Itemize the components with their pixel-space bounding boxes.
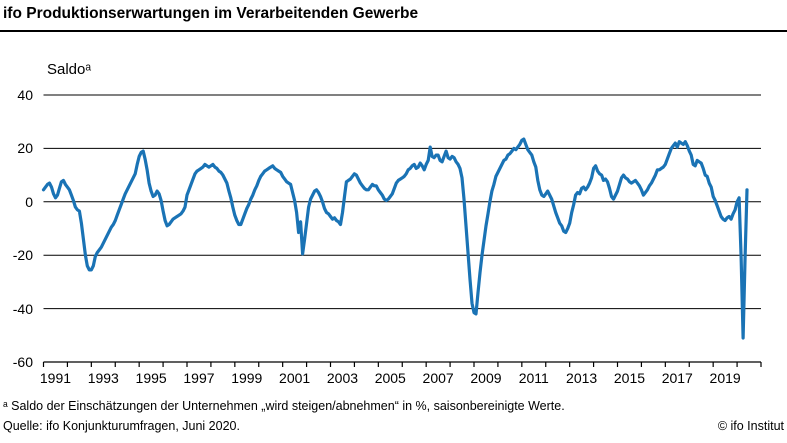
x-axis-label: 2011 (518, 370, 549, 386)
y-axis-label: 0 (25, 193, 33, 210)
x-axis-label: 2001 (279, 370, 311, 386)
footnote: ᵃ Saldo der Einschätzungen der Unternehm… (3, 399, 565, 413)
y-axis-label: -20 (12, 247, 33, 264)
x-axis-label: 2013 (566, 370, 598, 386)
y-axis-label: 20 (17, 140, 33, 157)
y-axis-label: -40 (12, 300, 33, 317)
x-axis-label: 1995 (135, 370, 167, 386)
x-axis-label: 2007 (422, 370, 454, 386)
x-axis-label: 2003 (326, 370, 359, 386)
x-axis-label: 1993 (87, 370, 119, 386)
x-axis-label: 1997 (183, 370, 215, 386)
y-axis-label: 40 (17, 87, 33, 103)
copyright-text: © ifo Institut (717, 419, 784, 433)
page-title: ifo Produktionserwartungen im Verarbeite… (3, 5, 419, 22)
title-divider (0, 30, 787, 32)
x-axis-label: 1991 (39, 370, 72, 386)
x-axis-label: 2009 (470, 370, 502, 386)
x-axis-label: 1999 (231, 370, 263, 386)
x-axis-label: 2019 (709, 370, 741, 386)
x-axis-label: 2017 (661, 370, 693, 386)
y-axis-label: -60 (12, 354, 33, 370)
source-text: Quelle: ifo Konjunkturumfragen, Juni 202… (3, 419, 240, 433)
y-axis-unit-label: Saldoᵃ (47, 61, 91, 78)
x-axis-label: 2015 (613, 370, 646, 386)
source-row: Quelle: ifo Konjunkturumfragen, Juni 202… (3, 419, 784, 433)
x-axis-label: 2005 (374, 370, 406, 386)
